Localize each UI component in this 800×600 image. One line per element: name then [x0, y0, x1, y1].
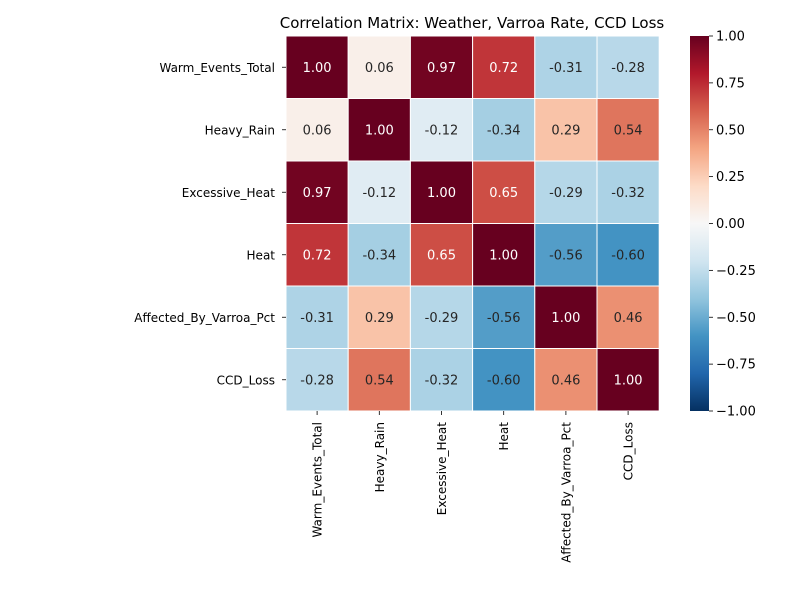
- heatmap-cell: [534, 223, 598, 287]
- cell-value-label: -0.56: [549, 248, 583, 263]
- cell-value-label: 0.06: [303, 123, 332, 138]
- heatmap-cell: [534, 285, 598, 349]
- colorbar-tick-label: 0.75: [716, 76, 745, 91]
- heatmap-cell: [596, 348, 660, 412]
- cell-value-label: 0.97: [427, 61, 456, 76]
- cell-value-label: 0.97: [303, 186, 332, 201]
- cell-value-label: 0.54: [614, 123, 643, 138]
- cell-value-label: -0.32: [611, 186, 645, 201]
- colorbar-tick-label: 0.25: [716, 170, 745, 185]
- heatmap-cell: [409, 223, 474, 287]
- heatmap-cell: [285, 285, 349, 349]
- cell-value-label: -0.60: [487, 373, 521, 388]
- heatmap-cell: [472, 160, 536, 224]
- colorbar: 1.00 0.75 0.50 0.25 0.00 −0.25 −0.50 −0.75 −1.00: [690, 30, 756, 420]
- colorbar-tick-label: 0.50: [716, 123, 745, 138]
- row-label: Excessive_Heat: [182, 186, 276, 200]
- column-label: Excessive_Heat: [435, 422, 449, 516]
- colorbar-tick-label: 1.00: [716, 30, 745, 45]
- heatmap-cell: [596, 285, 660, 349]
- cell-value-label: -0.56: [487, 311, 521, 326]
- cell-value-label: 0.46: [551, 373, 580, 388]
- cell-value-label: 1.00: [489, 248, 518, 263]
- cell-value-label: 1.00: [365, 123, 394, 138]
- cell-value-label: -0.34: [487, 123, 521, 138]
- heatmap-cell: [285, 223, 349, 287]
- colorbar-tick-label: 0.00: [716, 217, 745, 232]
- cell-value-label: 0.65: [489, 186, 518, 201]
- cell-value-label: 0.54: [365, 373, 394, 388]
- cell-value-label: 0.72: [489, 61, 518, 76]
- heatmap-cell: [409, 285, 474, 349]
- heatmap-cell: [596, 35, 660, 99]
- heatmap-cell: [472, 35, 536, 99]
- cell-value-label: -0.28: [611, 61, 645, 76]
- cell-value-label: 0.06: [365, 61, 394, 76]
- cell-value-label: -0.29: [425, 311, 459, 326]
- row-label: Warm_Events_Total: [159, 61, 275, 75]
- chart-title: Correlation Matrix: Weather, Varroa Rate…: [280, 14, 665, 32]
- cell-value-label: 1.00: [303, 61, 332, 76]
- heatmap-cell: [534, 160, 598, 224]
- heatmap-cell: [596, 160, 660, 224]
- column-labels: Warm_Events_Total Heavy_Rain Excessive_Hea…: [311, 411, 636, 563]
- heatmap-cell: [409, 35, 474, 99]
- column-label: Heat: [497, 422, 511, 451]
- cell-value-label: 0.29: [551, 123, 580, 138]
- column-label: Affected_By_Varroa_Pct: [559, 422, 573, 563]
- cell-value-label: 0.29: [365, 311, 394, 326]
- colorbar-tick-label: −0.25: [716, 264, 756, 279]
- cell-value-label: 0.46: [614, 311, 643, 326]
- cell-value-label: -0.28: [300, 373, 334, 388]
- heatmap-cell: [285, 348, 349, 412]
- cell-value-label: 1.00: [551, 311, 580, 326]
- row-label: Heat: [247, 248, 276, 262]
- cell-value-label: -0.31: [300, 311, 334, 326]
- cell-value-label: -0.60: [611, 248, 645, 263]
- heatmap-cell: [596, 98, 660, 162]
- column-label: Warm_Events_Total: [311, 422, 325, 538]
- heatmap-cell: [347, 160, 411, 224]
- cell-value-label: 0.72: [303, 248, 332, 263]
- cell-value-label: 1.00: [614, 373, 643, 388]
- heatmap-cell: [347, 98, 411, 162]
- row-label: Heavy_Rain: [205, 123, 275, 137]
- row-label: Affected_By_Varroa_Pct: [134, 311, 275, 325]
- cell-value-label: 1.00: [427, 186, 456, 201]
- cell-value-label: -0.29: [549, 186, 583, 201]
- cell-value-label: -0.12: [425, 123, 459, 138]
- heatmap-cell: [596, 223, 660, 287]
- heatmap-cells: 1.00 0.06 0.97 0.72 -0.31 -0.28 0.06 1.00 -0.12 -…: [285, 35, 660, 412]
- cell-value-label: -0.12: [362, 186, 396, 201]
- row-labels: Warm_Events_Total Heavy_Rain Excessive_Hea…: [134, 61, 286, 387]
- column-label: CCD_Loss: [622, 422, 636, 480]
- heatmap-cell: [472, 285, 536, 349]
- heatmap-cell: [285, 35, 349, 99]
- heatmap-cell: [347, 35, 411, 99]
- colorbar-gradient: [690, 36, 709, 411]
- row-label: CCD_Loss: [217, 373, 275, 387]
- cell-value-label: -0.34: [362, 248, 396, 263]
- colorbar-tick-label: −0.75: [716, 358, 756, 373]
- cell-value-label: 0.65: [427, 248, 456, 263]
- colorbar-tick-label: −1.00: [716, 405, 756, 420]
- cell-value-label: -0.31: [549, 61, 583, 76]
- column-label: Heavy_Rain: [373, 422, 387, 492]
- heatmap-cell: [347, 223, 411, 287]
- cell-value-label: -0.32: [425, 373, 459, 388]
- colorbar-tick-label: −0.50: [716, 311, 756, 326]
- heatmap-cell: [472, 223, 536, 287]
- heatmap-cell: [472, 98, 536, 162]
